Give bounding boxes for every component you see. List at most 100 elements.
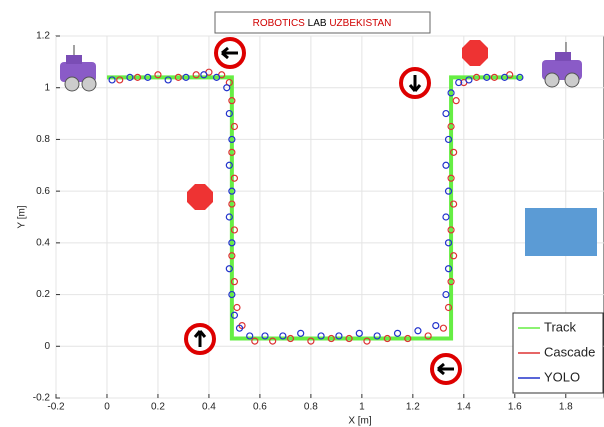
x-tick-label: 1.4 <box>457 402 471 413</box>
chart-title: ROBOTICS LAB UZBEKISTAN <box>253 18 392 29</box>
x-tick-label: 1.6 <box>508 402 522 413</box>
legend-label: Track <box>544 319 577 334</box>
point <box>269 337 277 345</box>
point <box>444 187 453 195</box>
point <box>472 73 481 81</box>
legend: Track Cascade YOLO <box>512 312 604 394</box>
point <box>490 73 498 81</box>
point <box>442 213 450 221</box>
x-tick-label: -0.2 <box>47 402 65 413</box>
point <box>363 337 371 345</box>
y-tick-label: 0.8 <box>36 134 50 145</box>
point <box>447 122 455 131</box>
point <box>230 278 239 286</box>
point <box>335 332 343 340</box>
x-tick-label: 0.4 <box>202 402 216 413</box>
decorations <box>60 37 597 385</box>
point <box>182 73 190 81</box>
point <box>225 265 233 273</box>
point <box>230 174 239 182</box>
legend-label: Cascade <box>544 344 595 359</box>
y-axis-label: Y [m] <box>17 205 28 228</box>
y-tick-label: 1 <box>44 82 50 93</box>
point <box>228 290 236 299</box>
point <box>442 290 450 299</box>
point <box>393 329 402 337</box>
point <box>228 239 236 247</box>
y-tick-label: 0 <box>44 341 50 352</box>
point <box>223 84 231 92</box>
point <box>200 71 208 79</box>
blue-block <box>525 208 597 256</box>
point <box>516 73 524 81</box>
point <box>442 109 450 118</box>
point <box>154 71 162 79</box>
point <box>450 252 458 260</box>
point <box>228 200 236 208</box>
point <box>126 73 134 81</box>
point <box>279 332 287 340</box>
y-tick-label: 1.2 <box>36 31 50 42</box>
point <box>233 303 241 312</box>
point <box>307 337 315 345</box>
x-tick-label: 0 <box>104 402 110 413</box>
x-tick-label: 0.8 <box>304 402 318 413</box>
x-tick-label: 1 <box>359 402 365 413</box>
point <box>447 278 455 286</box>
point <box>444 265 453 273</box>
sign-left <box>430 353 462 385</box>
point <box>133 73 142 81</box>
point <box>404 334 412 343</box>
point <box>251 337 259 345</box>
point <box>483 73 491 81</box>
robot <box>542 42 582 88</box>
point <box>212 73 221 81</box>
point <box>444 239 453 247</box>
point <box>144 73 152 81</box>
point <box>228 148 236 156</box>
track-line <box>106 75 523 341</box>
sign-left <box>214 37 246 69</box>
title-word: LAB <box>308 18 327 29</box>
point <box>432 322 440 330</box>
data-layer <box>106 68 524 345</box>
robot <box>60 45 97 92</box>
point <box>228 135 236 144</box>
point <box>444 135 453 144</box>
point <box>192 71 200 79</box>
point <box>297 329 305 337</box>
x-axis-label: X [m] <box>348 416 372 427</box>
point <box>439 324 448 332</box>
point <box>228 252 236 260</box>
x-tick-label: 0.6 <box>253 402 267 413</box>
point <box>345 334 353 343</box>
point <box>235 324 244 332</box>
point <box>465 76 473 84</box>
point <box>327 334 335 343</box>
point <box>383 334 391 343</box>
point <box>228 97 236 105</box>
point <box>174 73 182 81</box>
point <box>444 303 453 312</box>
point <box>164 76 172 84</box>
point <box>230 311 239 319</box>
point <box>500 73 509 81</box>
point <box>452 97 460 105</box>
point <box>228 187 236 195</box>
point <box>317 332 325 340</box>
y-tick-label: -0.2 <box>33 393 51 404</box>
y-tick-label: 0.2 <box>36 289 50 300</box>
point <box>286 334 295 343</box>
point <box>225 213 233 221</box>
point <box>108 76 116 84</box>
point <box>447 174 455 182</box>
y-tick-label: 0.6 <box>36 186 50 197</box>
point <box>225 161 233 169</box>
stop-sign <box>187 184 213 210</box>
point <box>261 332 269 340</box>
point <box>225 109 233 118</box>
point <box>355 329 363 337</box>
point <box>450 200 458 208</box>
sign-down <box>399 67 431 99</box>
